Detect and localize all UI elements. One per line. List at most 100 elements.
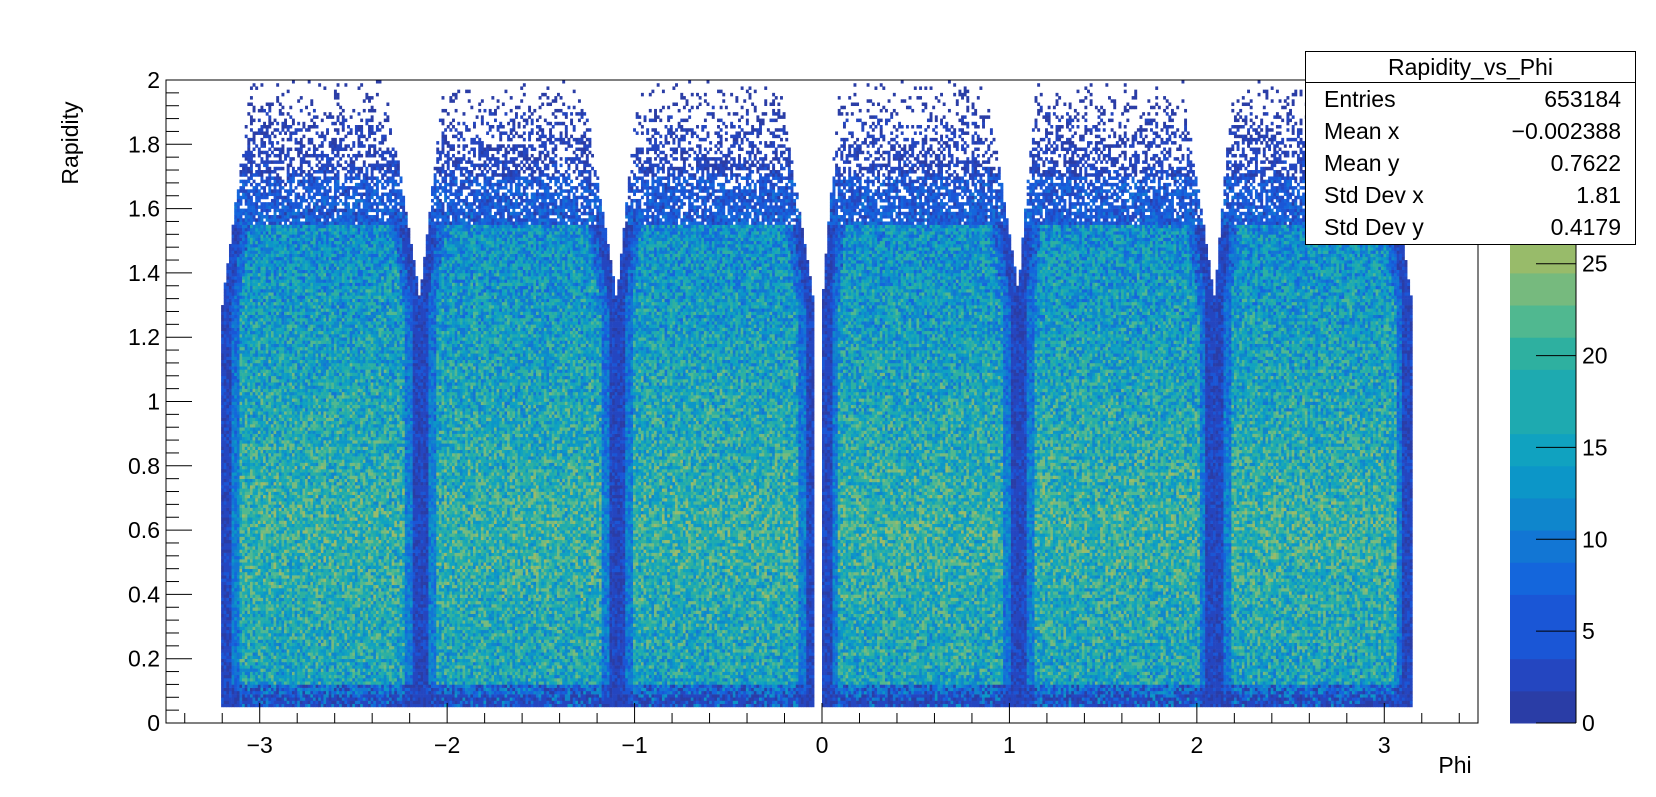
- heatmap-cell: [316, 704, 319, 708]
- heatmap-cell: [473, 704, 476, 708]
- heatmap-cell: [972, 701, 975, 705]
- heatmap-cell: [1155, 704, 1158, 708]
- heatmap-cell: [502, 701, 505, 705]
- heatmap-cell: [937, 704, 940, 708]
- heatmap-cell: [297, 704, 300, 708]
- heatmap-cell: [386, 704, 389, 708]
- heatmap-cell: [263, 704, 266, 708]
- heatmap-cell: [657, 704, 660, 708]
- heatmap-cell: [1231, 704, 1234, 708]
- heatmap-cell: [827, 701, 830, 705]
- heatmap-cell: [636, 701, 639, 705]
- heatmap-cell: [512, 704, 515, 708]
- heatmap-cell: [271, 701, 274, 705]
- heatmap-cell: [864, 701, 867, 705]
- heatmap-cell: [793, 704, 796, 708]
- heatmap-cell: [586, 704, 589, 708]
- heatmap-cell: [956, 701, 959, 705]
- heatmap-cell: [365, 704, 368, 708]
- heatmap-cell: [990, 701, 993, 705]
- heatmap-cell: [843, 701, 846, 705]
- heatmap-cell: [426, 704, 429, 708]
- heatmap-cell: [798, 704, 801, 708]
- heatmap-cell: [728, 704, 731, 708]
- heatmap-cell: [759, 704, 762, 708]
- heatmap-cell: [701, 701, 704, 705]
- heatmap-cell: [772, 704, 775, 708]
- heatmap-cell: [473, 701, 476, 705]
- heatmap-cell: [497, 704, 500, 708]
- heatmap-cell: [951, 704, 954, 708]
- heatmap-cell: [594, 701, 597, 705]
- heatmap-cell: [292, 701, 295, 705]
- heatmap-cell: [1268, 704, 1271, 708]
- heatmap-cell: [463, 704, 466, 708]
- heatmap-cell: [518, 701, 521, 705]
- heatmap-cell: [260, 704, 263, 708]
- heatmap-cell: [289, 704, 292, 708]
- heatmap-cell: [253, 704, 256, 708]
- heatmap-cell: [295, 704, 298, 708]
- heatmap-cell: [379, 701, 382, 705]
- heatmap-cell: [1216, 704, 1219, 708]
- heatmap-cell: [969, 701, 972, 705]
- heatmap-cell: [1192, 704, 1195, 708]
- heatmap-cell: [1147, 704, 1150, 708]
- heatmap-cell: [777, 704, 780, 708]
- heatmap-cell: [746, 704, 749, 708]
- heatmap-cell: [457, 704, 460, 708]
- heatmap-cell: [452, 701, 455, 705]
- heatmap-cell: [1079, 704, 1082, 708]
- heatmap-cell: [1339, 704, 1342, 708]
- heatmap-cell: [733, 704, 736, 708]
- heatmap-cell: [1376, 704, 1379, 708]
- heatmap-cell: [638, 701, 641, 705]
- heatmap-cell: [1189, 704, 1192, 708]
- heatmap-cell: [874, 704, 877, 708]
- heatmap-cell: [1032, 701, 1035, 705]
- heatmap-cell: [588, 704, 591, 708]
- heatmap-cell: [363, 704, 366, 708]
- heatmap-cell: [1063, 701, 1066, 705]
- heatmap-cell: [352, 704, 355, 708]
- heatmap-cell: [738, 701, 741, 705]
- heatmap-cell: [898, 704, 901, 708]
- heatmap-cell: [1053, 701, 1056, 705]
- heatmap-cell: [1197, 704, 1200, 708]
- heatmap-cell: [337, 701, 340, 705]
- heatmap-cell: [1252, 704, 1255, 708]
- heatmap-cell: [536, 704, 539, 708]
- heatmap-cell: [809, 701, 812, 705]
- heatmap-cell: [893, 701, 896, 705]
- heatmap-cell: [1111, 704, 1114, 708]
- heatmap-cell: [665, 701, 668, 705]
- heatmap-cell: [1352, 704, 1355, 708]
- heatmap-cell: [439, 704, 442, 708]
- heatmap-cell: [326, 704, 329, 708]
- heatmap-cell: [481, 704, 484, 708]
- heatmap-cell: [662, 701, 665, 705]
- heatmap-cell: [1200, 704, 1203, 708]
- heatmap-cell: [1250, 704, 1253, 708]
- heatmap-cell: [274, 701, 277, 705]
- heatmap-cell: [783, 701, 786, 705]
- heatmap-cell: [1158, 704, 1161, 708]
- heatmap-cell: [651, 701, 654, 705]
- heatmap-cell: [1134, 704, 1137, 708]
- heatmap-cell: [1279, 704, 1282, 708]
- heatmap-cell: [686, 704, 689, 708]
- heatmap-cell: [1003, 701, 1006, 705]
- heatmap-cell: [1284, 704, 1287, 708]
- heatmap-cell: [1037, 701, 1040, 705]
- heatmap-cell: [833, 701, 836, 705]
- heatmap-cell: [546, 701, 549, 705]
- heatmap-cell: [1066, 704, 1069, 708]
- heatmap-cell: [237, 704, 240, 708]
- heatmap-cell: [966, 704, 969, 708]
- heatmap-cell: [788, 701, 791, 705]
- heatmap-cell: [898, 701, 901, 705]
- heatmap-cell: [945, 701, 948, 705]
- heatmap-cell: [1006, 701, 1009, 705]
- heatmap-cell: [930, 701, 933, 705]
- heatmap-cell: [1163, 704, 1166, 708]
